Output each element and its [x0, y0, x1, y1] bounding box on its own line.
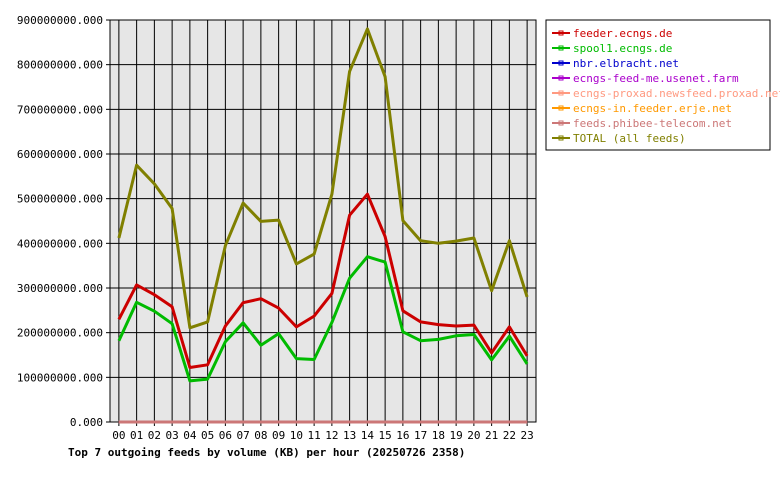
- x-axis-ticks: 00 01 02 03 04 05 06 07 08 09 10 11 12 13 14 15 16 17 18 19…: [112, 422, 534, 442]
- x-tick-label: 03: [166, 429, 179, 442]
- legend-label: feeds.phibee-telecom.net: [573, 117, 732, 130]
- series-line: [117, 27, 529, 330]
- x-tick-label: 16: [396, 429, 409, 442]
- x-tick-label: 06: [219, 429, 232, 442]
- legend-marker: [558, 75, 564, 81]
- y-axis-ticks: 0.000 100000000.000 200000000.000 300000000…: [17, 14, 110, 429]
- legend-item: feeder.ecngs.de: [552, 27, 672, 40]
- legend-marker: [558, 60, 564, 66]
- legend-label: nbr.elbracht.net: [573, 57, 679, 70]
- x-tick-label: 00: [112, 429, 125, 442]
- legend: feeder.ecngs.de spool1.ecngs.de nbr.elbrac…: [545, 19, 780, 151]
- x-tick-label: 04: [183, 429, 197, 442]
- legend-item: ecngs-proxad.newsfeed.proxad.net: [552, 87, 780, 100]
- x-tick-label: 10: [290, 429, 303, 442]
- legend-item: spool1.ecngs.de: [552, 42, 672, 55]
- x-tick-label: 02: [148, 429, 161, 442]
- series-line: [117, 255, 529, 383]
- x-tick-label: 08: [254, 429, 267, 442]
- x-tick-label: 15: [379, 429, 392, 442]
- legend-marker: [558, 135, 564, 141]
- legend-item: feeds.phibee-telecom.net: [552, 117, 732, 130]
- y-tick-label: 100000000.000: [17, 371, 103, 384]
- legend-label: feeder.ecngs.de: [573, 27, 672, 40]
- y-tick-label: 800000000.000: [17, 59, 103, 72]
- legend-label: ecngs-proxad.newsfeed.proxad.net: [573, 87, 780, 100]
- legend-marker: [558, 120, 564, 126]
- legend-item: nbr.elbracht.net: [552, 57, 679, 70]
- x-tick-label: 17: [414, 429, 427, 442]
- x-tick-label: 05: [201, 429, 214, 442]
- chart-title: Top 7 outgoing feeds by volume (KB) per …: [68, 446, 465, 459]
- x-tick-label: 14: [361, 429, 375, 442]
- x-tick-label: 23: [521, 429, 534, 442]
- legend-box: [545, 19, 771, 151]
- x-tick-label: 01: [130, 429, 143, 442]
- series-line: [117, 192, 529, 369]
- y-tick-label: 600000000.000: [17, 148, 103, 161]
- y-tick-label: 200000000.000: [17, 327, 103, 340]
- legend-marker: [558, 105, 564, 111]
- x-tick-label: 21: [485, 429, 498, 442]
- legend-label: ecngs-in.feeder.erje.net: [573, 102, 732, 115]
- x-tick-label: 11: [308, 429, 321, 442]
- legend-items: feeder.ecngs.de spool1.ecngs.de nbr.elbrac…: [552, 27, 780, 145]
- legend-label: spool1.ecngs.de: [573, 42, 672, 55]
- x-tick-label: 12: [325, 429, 338, 442]
- y-tick-label: 400000000.000: [17, 237, 103, 250]
- y-tick-label: 900000000.000: [17, 14, 103, 27]
- y-tick-label: 500000000.000: [17, 193, 103, 206]
- legend-marker: [558, 90, 564, 96]
- y-tick-label: 700000000.000: [17, 103, 103, 116]
- y-tick-label: 300000000.000: [17, 282, 103, 295]
- legend-marker: [558, 30, 564, 36]
- legend-marker: [558, 45, 564, 51]
- legend-label: TOTAL (all feeds): [573, 132, 686, 145]
- legend-item: ecngs-feed-me.usenet.farm: [552, 72, 739, 85]
- y-tick-label: 0.000: [70, 416, 103, 429]
- series-lines: [117, 27, 529, 424]
- legend-item: TOTAL (all feeds): [552, 132, 686, 145]
- x-tick-label: 18: [432, 429, 445, 442]
- x-tick-label: 22: [503, 429, 516, 442]
- x-tick-label: 13: [343, 429, 356, 442]
- x-tick-label: 19: [450, 429, 463, 442]
- legend-item: ecngs-in.feeder.erje.net: [552, 102, 732, 115]
- x-tick-label: 20: [467, 429, 480, 442]
- x-tick-label: 09: [272, 429, 285, 442]
- legend-label: ecngs-feed-me.usenet.farm: [573, 72, 739, 85]
- x-tick-label: 07: [237, 429, 250, 442]
